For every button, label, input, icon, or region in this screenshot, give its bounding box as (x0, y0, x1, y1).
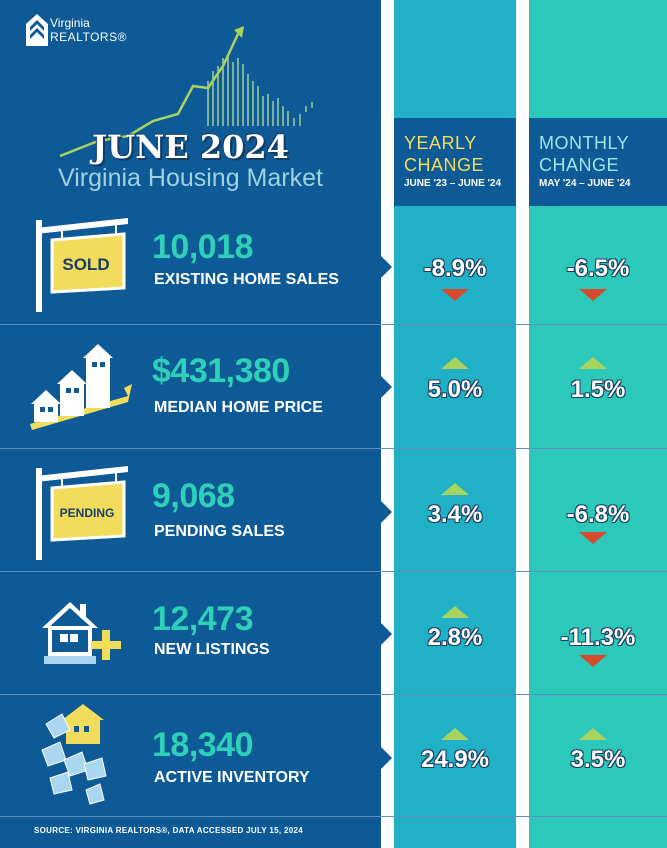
logo-icon (26, 14, 48, 46)
monthly-change-header: MONTHLY CHANGE MAY '24 – JUNE '24 (529, 118, 667, 206)
row-pointer (380, 500, 392, 524)
house-plus-icon (42, 602, 121, 664)
existing-home-sales-yearly: -8.9% (423, 255, 487, 282)
existing-home-sales-label: EXISTING HOME SALES (154, 271, 339, 288)
new-listings-label: NEW LISTINGS (154, 641, 270, 658)
up-arrow-icon (441, 606, 469, 618)
new-listings-monthly: -11.3% (560, 624, 636, 651)
pending-sales-label: PENDING SALES (154, 523, 285, 540)
sold-sign-text: SOLD (62, 255, 109, 274)
page-title: JUNE 2024 (92, 128, 289, 166)
median-home-price-yearly: 5.0% (427, 376, 483, 403)
new-listings-value: 12,473 (152, 600, 254, 638)
down-arrow-icon (579, 532, 607, 544)
down-arrow-icon (579, 289, 607, 301)
new-listings-yearly: 2.8% (427, 624, 483, 651)
row-divider (0, 816, 667, 817)
row-divider (0, 324, 667, 325)
pending-sales-monthly: -6.8% (566, 501, 630, 528)
up-arrow-icon (579, 357, 607, 369)
row-pointer (380, 255, 392, 279)
median-home-price-value: $431,380 (152, 352, 290, 390)
row-pointer (380, 375, 392, 399)
row-divider (0, 448, 667, 449)
active-inventory-monthly: 3.5% (570, 746, 626, 773)
sold-sign-icon: SOLD (36, 218, 128, 312)
up-arrow-icon (579, 728, 607, 740)
active-inventory-label: ACTIVE INVENTORY (154, 769, 310, 786)
source-note: SOURCE: VIRGINIA REALTORS®, DATA ACCESSE… (34, 826, 303, 835)
median-home-price-label: MEDIAN HOME PRICE (154, 399, 323, 416)
up-arrow-icon (441, 728, 469, 740)
trend-arrow-graphic (59, 26, 313, 158)
pending-sales-value: 9,068 (152, 477, 235, 515)
rising-houses-icon (30, 344, 132, 430)
row-divider (0, 571, 667, 572)
down-arrow-icon (441, 289, 469, 301)
active-inventory-value: 18,340 (152, 726, 254, 764)
up-arrow-icon (441, 483, 469, 495)
monthly-header-range: MAY '24 – JUNE '24 (539, 178, 631, 189)
yearly-change-header: YEARLY CHANGE JUNE '23 – JUNE '24 (394, 118, 516, 206)
median-home-price-monthly: 1.5% (570, 376, 626, 403)
yearly-header-line1: YEARLY (404, 133, 477, 153)
down-arrow-icon (579, 655, 607, 667)
yearly-header-line2: CHANGE (404, 155, 485, 175)
left-panel (0, 0, 381, 848)
existing-home-sales-monthly: -6.5% (566, 255, 630, 282)
pending-sign-icon: PENDING (36, 466, 128, 560)
pending-sign-text: PENDING (60, 506, 115, 520)
page-subtitle: Virginia Housing Market (58, 164, 323, 192)
up-arrow-icon (441, 357, 469, 369)
row-pointer (380, 746, 392, 770)
logo-brand: REALTORS® (50, 30, 127, 44)
yearly-header-range: JUNE '23 – JUNE '24 (404, 178, 502, 189)
pending-sales-yearly: 3.4% (427, 501, 483, 528)
monthly-header-line1: MONTHLY (539, 133, 630, 153)
monthly-header-line2: CHANGE (539, 155, 620, 175)
logo-text: Virginia (50, 16, 90, 30)
row-divider (0, 694, 667, 695)
house-stack-icon (41, 704, 107, 805)
active-inventory-yearly: 24.9% (420, 746, 490, 773)
row-pointer (380, 622, 392, 646)
existing-home-sales-value: 10,018 (152, 228, 254, 266)
